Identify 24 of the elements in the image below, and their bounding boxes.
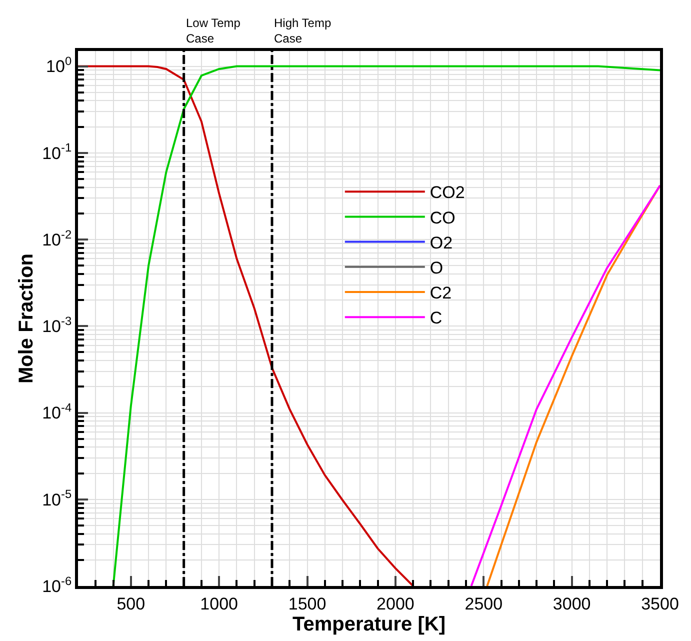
x-tick-label: 3500 (641, 594, 679, 614)
x-tick-label: 1000 (200, 594, 238, 614)
x-axis-title: Temperature [K] (292, 613, 446, 636)
legend-label: CO (430, 208, 456, 228)
x-tick-label: 500 (116, 594, 146, 614)
x-tick-label: 1500 (288, 594, 326, 614)
x-tick-label: 2500 (464, 594, 503, 614)
legend-label: CO2 (430, 183, 465, 202)
y-tick-label: 10$^{-1}$ (42, 140, 72, 163)
y-axis-title: Mole Fraction (16, 253, 38, 384)
y-tick-label: 10$^{-4}$ (42, 400, 72, 423)
legend-label: C2 (430, 284, 452, 303)
y-tick-label: 10$^{-5}$ (42, 487, 72, 510)
legend-label: O2 (430, 233, 453, 252)
y-tick-label: 10$^{-3}$ (42, 314, 72, 336)
y-tick-label: 10$^{-6}$ (42, 574, 72, 596)
y-tick-label: 10$^{-2}$ (42, 227, 72, 250)
ref-line-label: Low Temp Case (186, 16, 241, 46)
ref-line-label: High Temp Case (274, 16, 332, 46)
y-tick-label: 10$^{0}$ (46, 54, 72, 76)
x-tick-label: 3000 (552, 594, 591, 614)
legend-label: C (430, 308, 442, 328)
x-tick-label: 2000 (376, 594, 414, 614)
legend-label: O (430, 258, 444, 278)
